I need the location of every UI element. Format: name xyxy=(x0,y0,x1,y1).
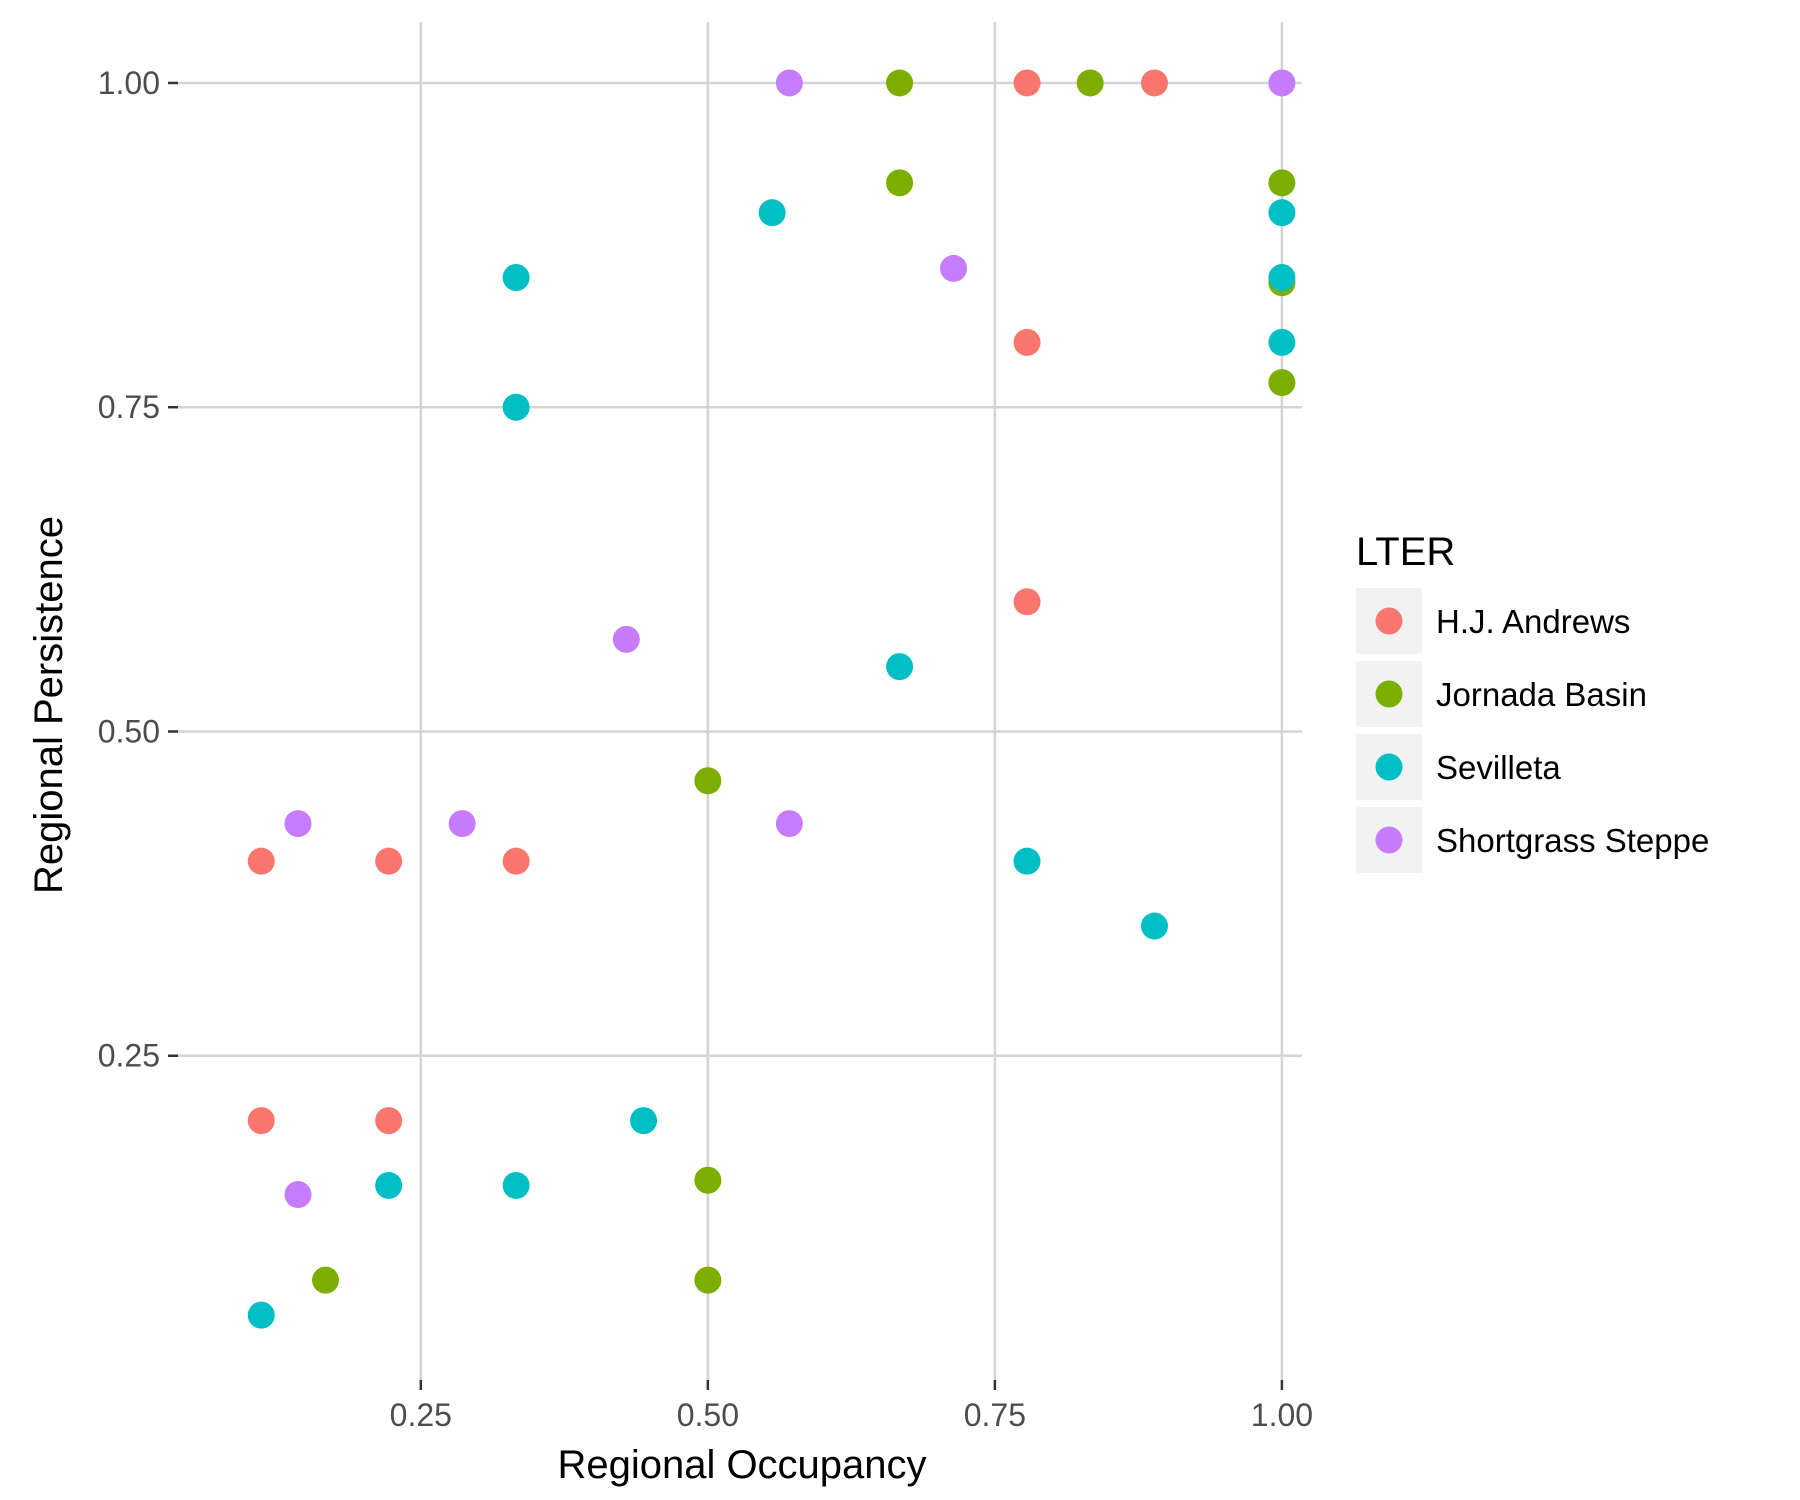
data-point xyxy=(886,69,914,97)
data-point xyxy=(940,254,968,282)
legend-label: Shortgrass Steppe xyxy=(1436,822,1709,859)
data-point xyxy=(502,393,530,421)
data-point xyxy=(502,847,530,875)
data-point xyxy=(886,653,914,681)
grid-layer xyxy=(178,22,1302,1380)
y-tick-label: 0.25 xyxy=(98,1038,160,1074)
x-axis-title: Regional Occupancy xyxy=(557,1443,926,1487)
data-point xyxy=(775,810,803,838)
y-tick-label: 1.00 xyxy=(98,65,160,101)
data-point xyxy=(1013,847,1041,875)
data-point xyxy=(247,1107,275,1135)
data-point xyxy=(694,1166,722,1194)
series-group xyxy=(247,199,1296,1329)
legend-label: H.J. Andrews xyxy=(1436,603,1630,640)
series-group xyxy=(312,69,1296,1294)
data-point xyxy=(758,199,786,227)
data-point xyxy=(886,169,914,197)
data-point xyxy=(1076,69,1104,97)
legend-marker xyxy=(1375,753,1403,781)
data-point xyxy=(502,264,530,292)
data-point xyxy=(448,810,476,838)
y-tick-label: 0.50 xyxy=(98,713,160,749)
legend-label: Sevilleta xyxy=(1436,749,1561,786)
legend: LTER H.J. Andrews Jornada Basin Sevilleta S… xyxy=(1356,530,1709,873)
data-point xyxy=(502,1171,530,1199)
data-point xyxy=(375,1107,403,1135)
series-group xyxy=(247,69,1168,1135)
data-point xyxy=(1268,169,1296,197)
data-point xyxy=(312,1266,340,1294)
legend-items: H.J. Andrews Jornada Basin Sevilleta Shortg… xyxy=(1356,588,1709,873)
points-layer xyxy=(247,69,1296,1329)
data-point xyxy=(284,810,312,838)
data-point xyxy=(775,69,803,97)
x-tick-label: 0.75 xyxy=(964,1397,1026,1433)
data-point xyxy=(1013,328,1041,356)
legend-marker xyxy=(1375,826,1403,854)
y-axis-title: Regional Persistence xyxy=(27,516,71,894)
x-tick-label: 0.25 xyxy=(390,1397,452,1433)
data-point xyxy=(612,625,640,653)
x-tick-label: 1.00 xyxy=(1251,1397,1313,1433)
data-point xyxy=(1268,328,1296,356)
data-point xyxy=(630,1107,658,1135)
legend-title: LTER xyxy=(1356,530,1455,574)
legend-marker xyxy=(1375,680,1403,708)
data-point xyxy=(1140,69,1168,97)
data-point xyxy=(1268,369,1296,397)
data-point xyxy=(1013,69,1041,97)
x-tick-label: 0.50 xyxy=(677,1397,739,1433)
data-point xyxy=(247,847,275,875)
data-point xyxy=(1140,912,1168,940)
legend-item: Shortgrass Steppe xyxy=(1356,807,1709,873)
legend-item: H.J. Andrews xyxy=(1356,588,1630,654)
y-tick-label: 0.75 xyxy=(98,389,160,425)
data-point xyxy=(247,1301,275,1329)
data-point xyxy=(375,847,403,875)
axes-layer: 0.25 0.50 0.75 1.00 0.25 0.50 0.75 1.00 xyxy=(98,65,1313,1433)
data-point xyxy=(375,1171,403,1199)
data-point xyxy=(1013,588,1041,616)
series-group xyxy=(284,69,1296,1209)
data-point xyxy=(1268,69,1296,97)
data-point xyxy=(694,767,722,795)
legend-item: Sevilleta xyxy=(1356,734,1561,800)
data-point xyxy=(694,1266,722,1294)
legend-item: Jornada Basin xyxy=(1356,661,1647,727)
data-point xyxy=(284,1181,312,1209)
legend-marker xyxy=(1375,607,1403,635)
legend-label: Jornada Basin xyxy=(1436,676,1647,713)
data-point xyxy=(1268,264,1296,292)
data-point xyxy=(1268,199,1296,227)
